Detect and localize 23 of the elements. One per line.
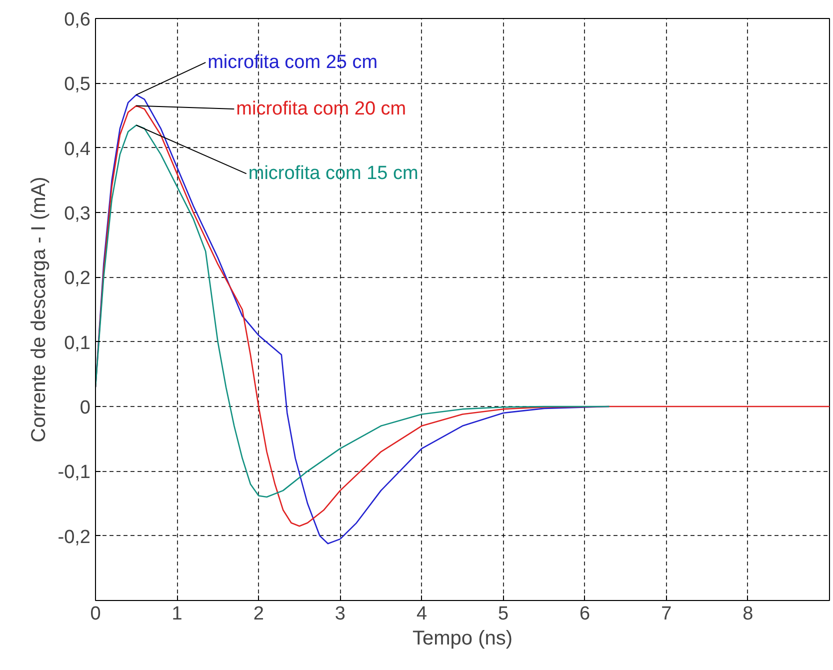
y-tick-label: 0,3 [64,204,91,224]
x-tick-label: 7 [661,604,672,624]
text: microfita com 20 cm [236,98,406,120]
y-tick-label: 0,6 [64,10,91,30]
x-tick-label: 8 [742,604,754,624]
y-axis-title: Corrente de descarga - I (mA) [28,176,50,442]
x-tick-label: 4 [416,604,428,624]
y-tick-label: 0,5 [64,74,91,96]
x-tick-label: 6 [580,604,590,624]
text: microfita com 25 cm [208,52,378,73]
y-tick-label: 0,1 [64,332,91,354]
y-tick-label: 0 [80,398,91,418]
x-axis-title: Tempo (ns) [412,628,513,650]
x-tick-label: 1 [172,604,182,624]
x-tick-label: 5 [498,604,509,624]
text: microfita com 15 cm [248,163,418,184]
line-series [96,124,610,498]
y-tick-label: 0,4 [64,138,91,160]
x-tick-label: 3 [334,604,346,624]
y-tick-label: -0,2 [58,526,91,548]
y-tick-label: 0,2 [64,268,91,290]
y-tick-label: -0,1 [58,462,91,484]
x-tick-label: 2 [253,604,264,624]
